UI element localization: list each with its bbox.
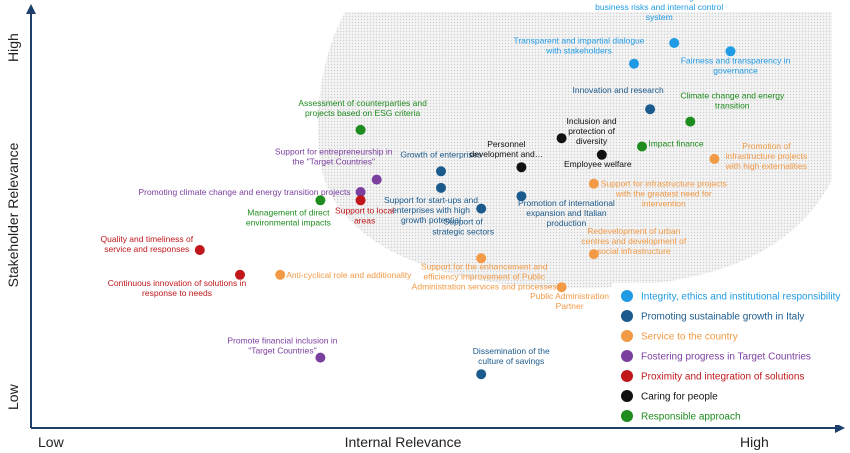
series-5: Inclusion and protection of diversity Perso…	[470, 116, 632, 173]
y-tick-low: Low	[5, 383, 21, 410]
plot-area: Effectiveness in the management ofbusine…	[100, 0, 807, 380]
data-point[interactable]	[436, 166, 446, 177]
legend: Integrity, ethics and institutional resp…	[612, 283, 844, 425]
data-point-label: Promoting climate change and energy tran…	[138, 187, 350, 197]
data-point-label: Anti-cyclical role and additionality	[286, 270, 412, 280]
x-tick-high: High	[740, 434, 769, 450]
x-tick-low: Low	[38, 434, 65, 450]
data-point-label: Personnel development and…	[470, 139, 544, 159]
data-point-label: Inclusion and protection of diversity	[567, 116, 617, 146]
data-point-label: Support of strategic sectors	[432, 217, 494, 237]
data-point[interactable]	[685, 116, 696, 127]
data-point[interactable]	[556, 282, 567, 293]
data-point-label: Assessment of counterparties and projects…	[298, 98, 427, 118]
data-point[interactable]	[556, 133, 567, 144]
data-point[interactable]	[629, 58, 639, 69]
data-point[interactable]	[516, 162, 527, 173]
series-6: Climate change and energy transition Asses…	[246, 91, 785, 228]
data-point-label: Promotion of international expansion and …	[518, 198, 615, 228]
legend-marker	[621, 370, 633, 382]
data-point-label: Climate change and energy transition	[680, 91, 785, 111]
data-point-label: Support for entrepreneurship in the "Targ…	[275, 147, 393, 167]
x-axis-title: Internal Relevance	[345, 434, 462, 450]
data-point[interactable]	[355, 187, 366, 197]
data-point-label: Impact finance	[648, 139, 704, 149]
data-point-label: Transparent and impartial dialogue with s…	[513, 36, 644, 56]
legend-marker	[621, 310, 633, 322]
legend-label: Service to the country	[641, 332, 738, 343]
data-point-label: Employee welfare	[564, 159, 632, 169]
data-point[interactable]	[588, 178, 599, 189]
data-point[interactable]	[315, 352, 326, 363]
data-point[interactable]	[476, 253, 487, 264]
series-0: Effectiveness in the management ofbusine…	[513, 0, 790, 75]
data-point[interactable]	[596, 149, 607, 160]
data-point-label: Public Administration Partner	[530, 291, 609, 311]
data-point[interactable]	[235, 269, 245, 280]
series-4: Support to local areas Quality and timelin…	[100, 195, 394, 298]
data-point-label: Support for start-ups and enterprises wit…	[384, 195, 478, 225]
data-point[interactable]	[709, 153, 720, 164]
data-point[interactable]	[476, 369, 487, 380]
data-point[interactable]	[645, 104, 656, 115]
series-1: Innovation and research Growth of enterpr…	[384, 85, 664, 380]
y-axis-title: Stakeholder Relevance	[5, 142, 21, 287]
data-point-label: Support for infrastructure projects with …	[601, 179, 727, 209]
legend-label: Proximity and integration of solutions	[641, 372, 804, 383]
legend-label: Integrity, ethics and institutional resp…	[641, 292, 840, 303]
data-point-label: Continuous innovation of solutions in res…	[108, 278, 247, 298]
data-point-label: Promote financial inclusion in "Target Co…	[227, 336, 337, 356]
series-2: Promotion of infrastructure projects with …	[275, 141, 807, 311]
legend-label: Responsible approach	[641, 412, 741, 423]
data-point[interactable]	[476, 203, 487, 214]
data-point[interactable]	[315, 195, 326, 206]
y-axis-arrow	[26, 4, 36, 14]
data-point[interactable]	[275, 269, 286, 280]
legend-marker	[621, 290, 633, 302]
axes	[26, 4, 845, 433]
data-point[interactable]	[355, 195, 366, 206]
high-relevance-region	[318, 12, 832, 289]
legend-label: Caring for people	[641, 392, 718, 403]
data-point[interactable]	[725, 46, 736, 57]
legend-label: Promoting sustainable growth in Italy	[641, 312, 804, 323]
data-point[interactable]	[669, 38, 680, 48]
series-3: Support for entrepreneurship in the "Targ…	[138, 147, 393, 363]
data-point-label: Innovation and research	[572, 85, 663, 95]
data-point[interactable]	[355, 124, 366, 135]
y-tick-high: High	[5, 33, 21, 62]
data-point[interactable]	[194, 245, 205, 255]
data-point[interactable]	[436, 182, 446, 193]
data-point[interactable]	[516, 191, 527, 202]
data-point-label: Management of direct environmental impact…	[246, 207, 331, 227]
data-point-label: Redevelopment of urban centres and develo…	[581, 226, 687, 256]
legend-marker	[621, 350, 633, 362]
legend-marker	[621, 330, 633, 342]
data-point-label: Promotion of infrastructure projects with …	[725, 141, 808, 171]
legend-label: Fostering progress in Target Countries	[641, 352, 811, 363]
legend-box	[612, 283, 844, 425]
data-point-label: Dissemination of the culture of savings	[473, 346, 550, 366]
data-point-label: Support to local areas	[335, 205, 394, 225]
data-point-label: Support for the enhancement and efficienc…	[412, 261, 557, 291]
legend-marker	[621, 410, 633, 422]
data-point-label: Effectiveness in the management ofbusine…	[592, 0, 728, 22]
data-point[interactable]	[588, 249, 599, 260]
legend-marker	[621, 390, 633, 402]
data-point[interactable]	[371, 174, 382, 185]
data-point-label: Quality and timeliness of service and res…	[100, 234, 193, 254]
data-point-label: Fairness and transparency in governance	[681, 55, 791, 75]
x-axis-arrow	[835, 423, 845, 433]
data-point[interactable]	[637, 141, 647, 152]
data-point-label: Growth of enterprises	[400, 149, 481, 159]
